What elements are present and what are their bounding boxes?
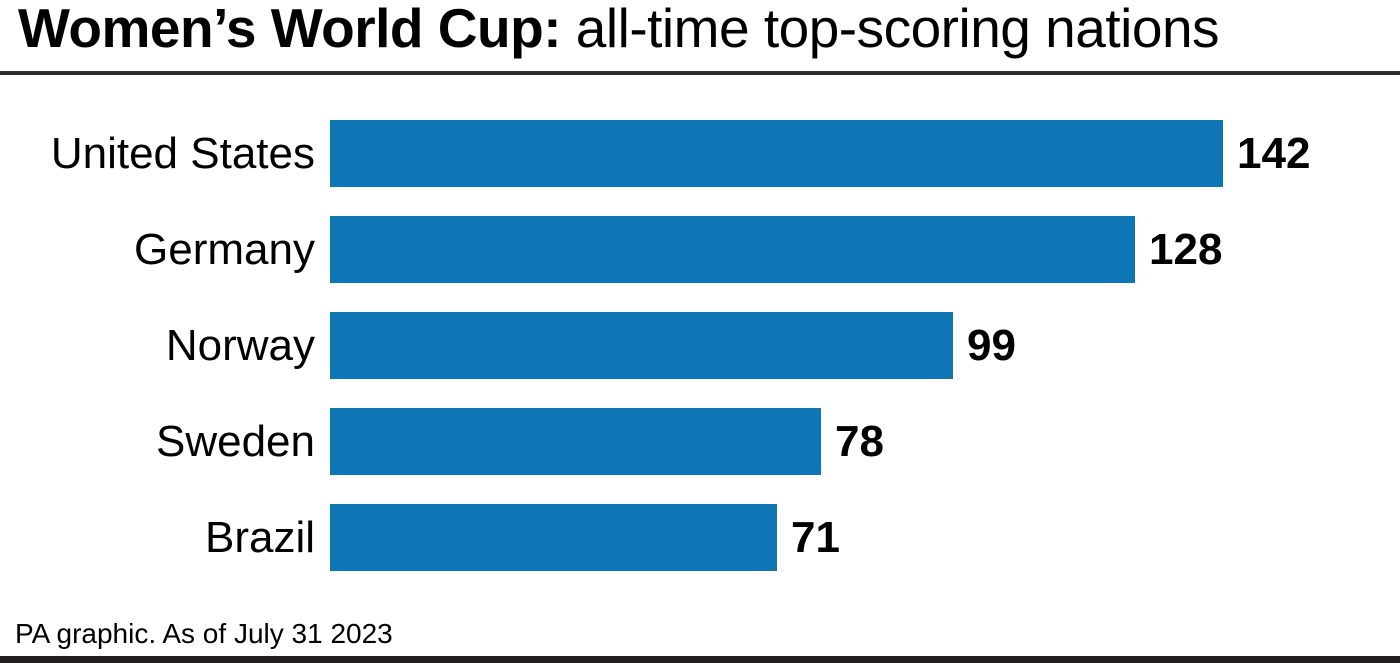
bar-value: 99 [967,320,1016,370]
bar-row: Brazil 71 [0,504,1400,571]
chart-title-regular: all-time top-scoring nations [561,0,1220,59]
bar [330,504,777,571]
bar-label: Germany [134,224,315,274]
bar [330,312,953,379]
bar-chart: United States 142 Germany 128 Norway 99 Sweden… [0,120,1400,571]
bar-row: Germany 128 [0,216,1400,283]
bar [330,216,1135,283]
title-divider [0,71,1400,75]
bar-value: 142 [1237,128,1311,178]
bar-label: Norway [165,320,315,370]
bar-row: United States 142 [0,120,1400,187]
bar [330,408,821,475]
chart-title: Women’s World Cup: all-time top-scoring … [18,0,1220,59]
bar-value: 71 [791,512,840,562]
bar-label: United States [50,128,315,178]
bar-value: 128 [1149,224,1223,274]
source-credit: PA graphic. As of July 31 2023 [15,618,393,649]
bar-label: Brazil [204,512,315,562]
bar [330,120,1223,187]
bar-row: Sweden 78 [0,408,1400,475]
bar-value: 78 [835,416,884,466]
bar-row: Norway 99 [0,312,1400,379]
chart-title-bold: Women’s World Cup: [18,0,562,59]
bottom-accent-bar [0,656,1400,663]
bar-label: Sweden [155,416,315,466]
